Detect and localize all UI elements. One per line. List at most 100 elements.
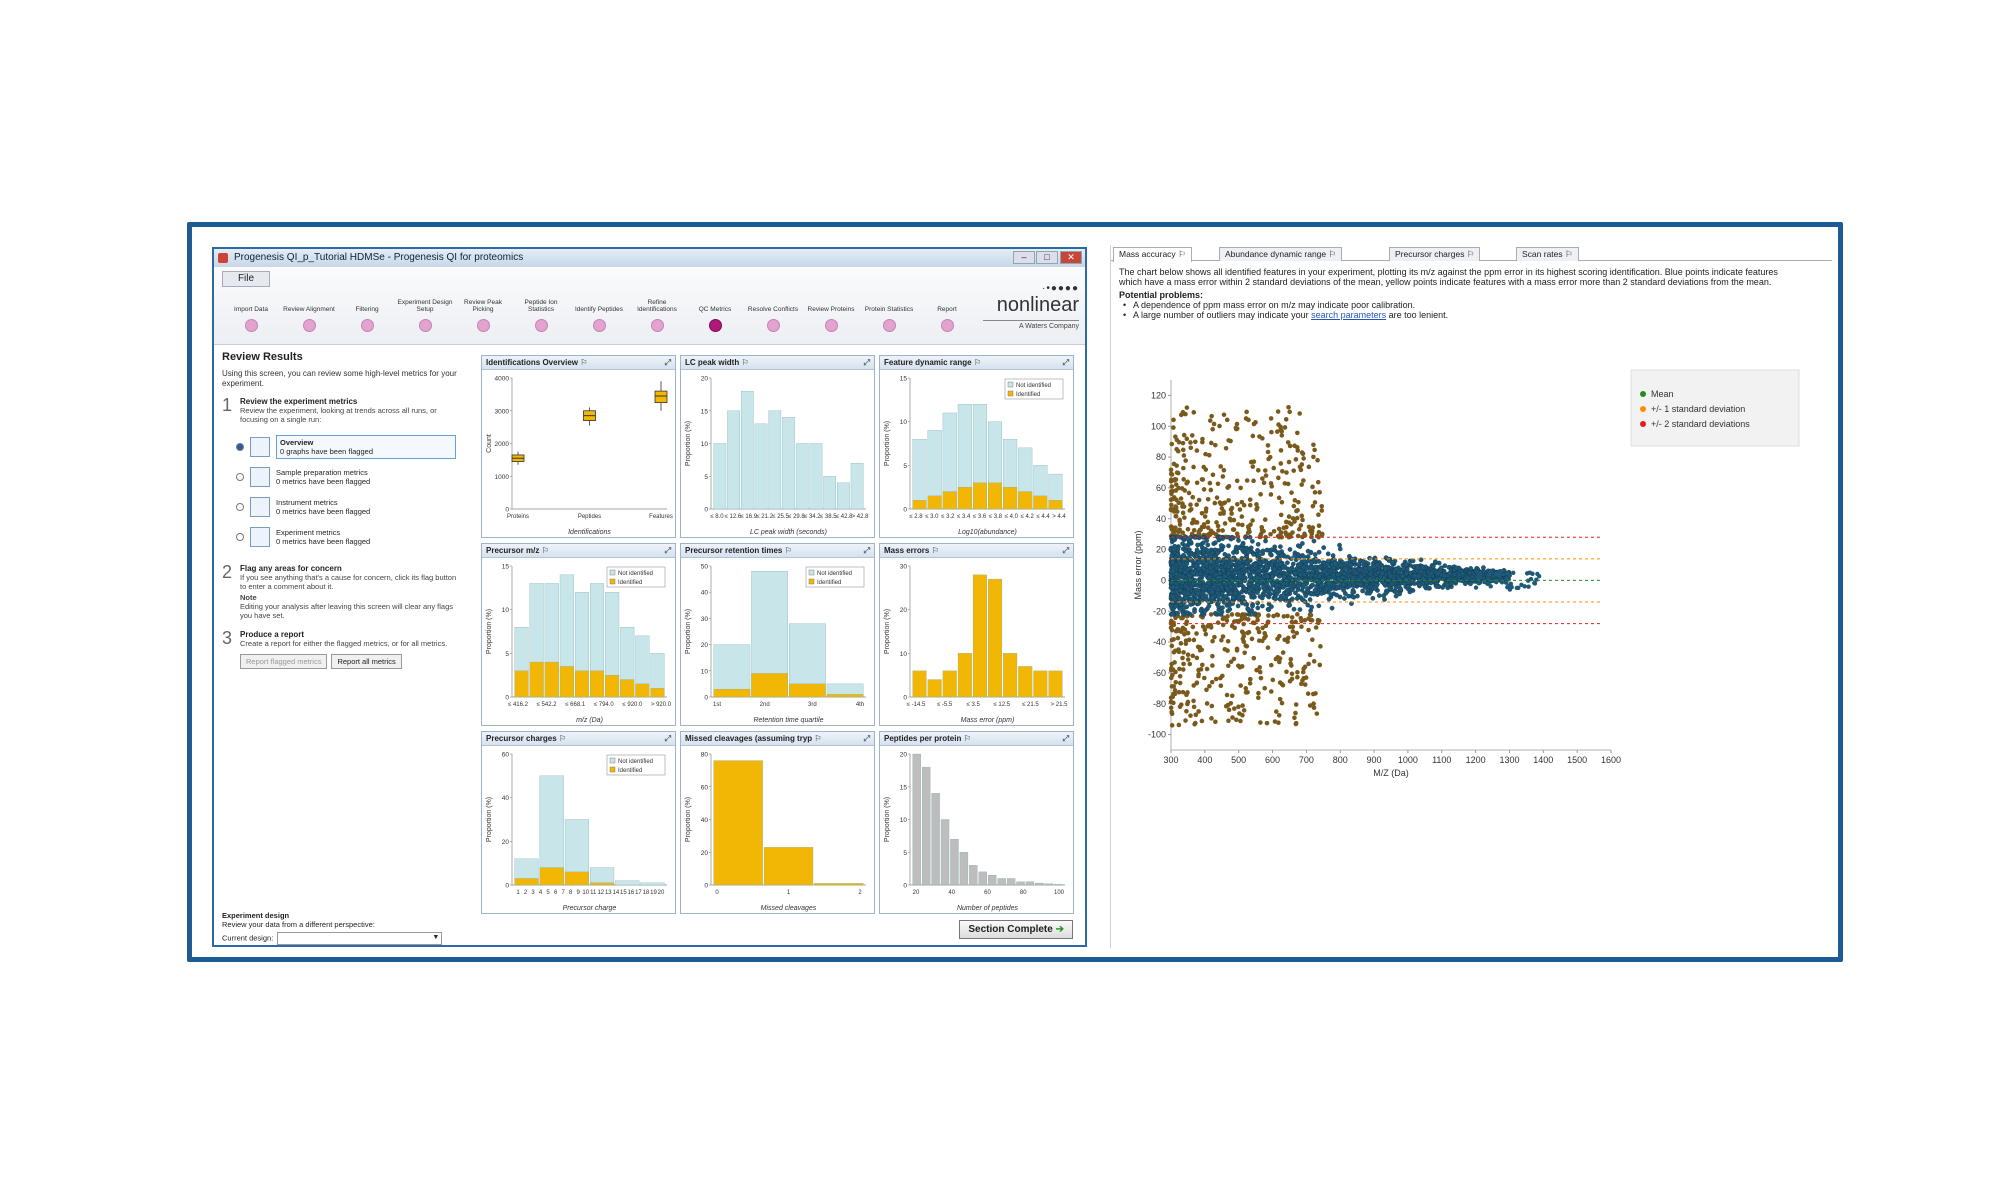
scatter-point (1350, 575, 1356, 580)
legend-swatch (808, 578, 815, 585)
expand-icon[interactable]: ⤢ (863, 546, 870, 555)
scatter-point (1177, 666, 1182, 672)
scatter-point (1181, 465, 1186, 471)
workflow-step[interactable]: Peptide Ion Statistics (512, 289, 570, 332)
file-menu[interactable]: File (222, 271, 270, 287)
x-tick-label: ≤ 4.2 (1021, 514, 1035, 520)
maximize-icon[interactable]: □ (1036, 251, 1058, 264)
bar (927, 679, 942, 698)
tab-mass-accuracy[interactable]: Mass accuracy ⚐ (1113, 247, 1192, 262)
search-parameters-link[interactable]: search parameters (1311, 310, 1387, 320)
chevron-down-icon: ▼ (432, 934, 440, 941)
scatter-point (1286, 599, 1292, 604)
flag-icon[interactable]: ⚐ (578, 358, 588, 367)
radio-button[interactable] (236, 503, 244, 511)
workflow-step[interactable]: Protein Statistics (860, 289, 918, 332)
flag-icon[interactable]: ⚐ (739, 358, 749, 367)
workflow-step[interactable]: Review Proteins (802, 289, 860, 332)
workflow-step[interactable]: Refine Identifications (628, 289, 686, 332)
panel-title: Precursor retention times ⚐ ⤢ (681, 544, 874, 558)
report-all-button[interactable]: Report all metrics (331, 654, 402, 669)
scatter-point (1257, 665, 1263, 670)
y-tick-label: 2000 (495, 441, 510, 448)
radio-button[interactable] (236, 443, 244, 451)
flag-icon[interactable]: ⚐ (971, 358, 981, 367)
scatter-point (1205, 542, 1211, 548)
workflow-step[interactable]: Experiment Design Setup (396, 289, 454, 332)
expand-icon[interactable]: ⤢ (664, 734, 671, 743)
flag-icon[interactable]: ⚐ (782, 546, 792, 555)
workflow-step[interactable]: Filtering (338, 289, 396, 332)
y-tick-label: -100 (1148, 730, 1166, 740)
expand-icon[interactable]: ⤢ (664, 546, 671, 555)
option-instrument[interactable]: Instrument metrics 0 metrics have been fl… (236, 494, 462, 522)
flag-icon[interactable]: ⚐ (1178, 249, 1186, 259)
flag-icon[interactable]: ⚐ (1328, 249, 1337, 259)
close-icon[interactable]: ✕ (1060, 251, 1082, 264)
flag-icon[interactable]: ⚐ (961, 734, 971, 743)
workflow-step[interactable]: Import Data (222, 289, 280, 332)
workflow-step[interactable]: Review Peak Picking (454, 289, 512, 332)
flag-icon[interactable]: ⚐ (1466, 249, 1475, 259)
x-tick-label: 2 (858, 890, 862, 896)
expand-icon[interactable]: ⤢ (1062, 546, 1069, 555)
expand-icon[interactable]: ⤢ (664, 358, 671, 367)
x-tick-label: ≤ 416.2 (508, 702, 529, 708)
section-complete-button[interactable]: Section Complete ➔ (959, 920, 1073, 939)
bar (713, 688, 751, 698)
scatter-point (1275, 429, 1280, 434)
tab-scan-rates[interactable]: Scan rates ⚐ (1516, 247, 1579, 261)
x-axis-label: M/Z (Da) (1373, 768, 1409, 778)
scatter-point (1186, 637, 1192, 643)
section-complete-label: Section Complete (968, 924, 1053, 935)
flag-icon[interactable]: ⚐ (812, 734, 822, 743)
workflow-step[interactable]: Review Alignment (280, 289, 338, 332)
y-tick-label: 20 (1156, 545, 1166, 555)
scatter-point (1350, 590, 1356, 595)
expand-icon[interactable]: ⤢ (863, 734, 870, 743)
scatter-point (1174, 497, 1179, 503)
flag-icon[interactable]: ⚐ (539, 546, 549, 555)
scatter-point (1199, 510, 1205, 516)
scatter-point (1169, 643, 1175, 649)
scatter-point (1177, 673, 1183, 679)
flag-icon[interactable]: ⚐ (929, 546, 939, 555)
flag-icon[interactable]: ⚐ (1565, 249, 1573, 259)
workflow-step-dot-icon (824, 319, 838, 332)
option-sample-preparation[interactable]: Sample preparation metrics 0 metrics have… (236, 464, 462, 492)
workflow-step[interactable]: QC Metrics (686, 289, 744, 332)
scatter-point (1176, 485, 1181, 491)
scatter-point (1277, 633, 1282, 639)
radio-button[interactable] (236, 473, 244, 481)
flag-icon[interactable]: ⚐ (556, 734, 567, 743)
scatter-point (1360, 588, 1365, 594)
tab-precursor-charges[interactable]: Precursor charges ⚐ (1389, 247, 1481, 261)
scatter-point (1293, 619, 1298, 625)
scatter-point (1306, 627, 1311, 633)
radio-button[interactable] (236, 533, 244, 541)
expand-icon[interactable]: ⤢ (863, 358, 870, 367)
scatter-point (1181, 432, 1187, 438)
x-tick-label: 10 (582, 890, 589, 896)
scatter-point (1266, 613, 1271, 618)
scatter-point (1168, 497, 1174, 503)
x-tick-label: 4th (856, 702, 864, 708)
bar (1048, 500, 1063, 510)
minimize-icon[interactable]: – (1013, 251, 1035, 264)
workflow-step[interactable]: Resolve Conflicts (744, 289, 802, 332)
option-experiment[interactable]: Experiment metrics 0 metrics have been fl… (236, 524, 462, 552)
workflow-step[interactable]: Identify Peptides (570, 289, 628, 332)
expand-icon[interactable]: ⤢ (1062, 734, 1069, 743)
workflow-step[interactable]: Report (918, 289, 976, 332)
expand-icon[interactable]: ⤢ (1062, 358, 1069, 367)
y-tick-label: 5 (704, 474, 708, 481)
scatter-point (1194, 553, 1200, 558)
current-design-select[interactable]: ▼ (277, 932, 443, 945)
option-overview[interactable]: Overview 0 graphs have been flagged (236, 434, 462, 462)
scatter-point (1310, 484, 1315, 490)
report-flagged-button[interactable]: Report flagged metrics (240, 654, 328, 669)
scatter-point (1383, 566, 1389, 572)
tab-abundance-dynamic-range[interactable]: Abundance dynamic range ⚐ (1219, 247, 1343, 261)
scatter-point (1250, 603, 1255, 609)
scatter-point (1177, 704, 1183, 710)
